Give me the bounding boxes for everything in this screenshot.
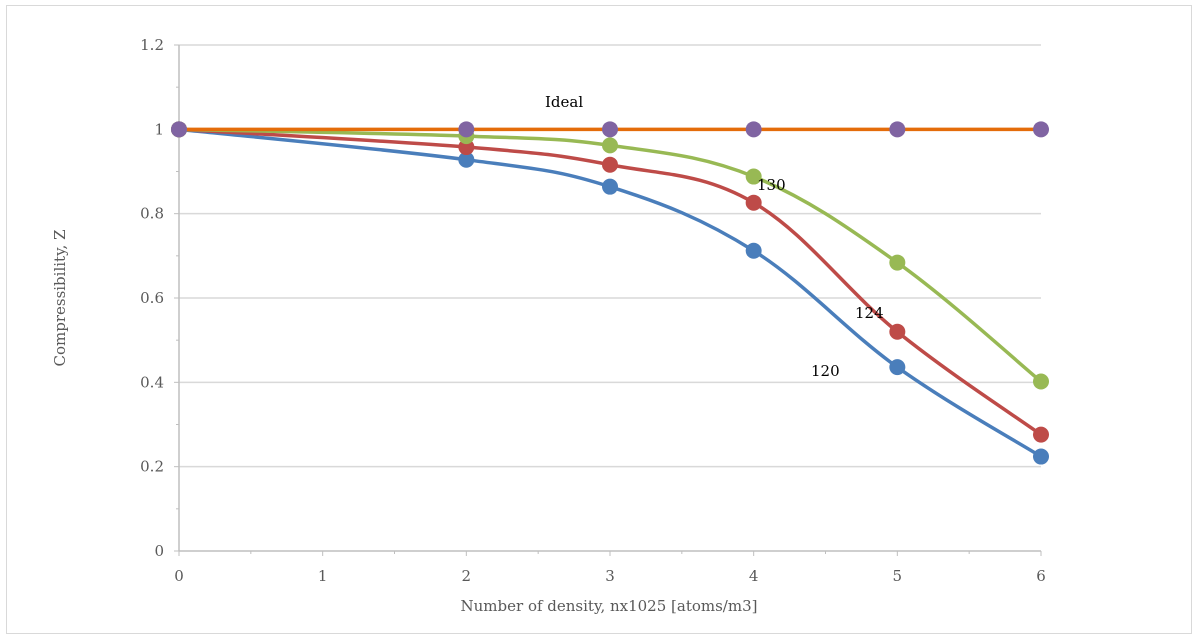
data-point-ideal: [171, 121, 187, 138]
x-tick-label: 3: [605, 567, 615, 585]
y-tick-label: 0.2: [140, 458, 164, 476]
data-point-130: [602, 137, 618, 154]
y-tick-label: 1.2: [140, 36, 164, 54]
series-lines: [177, 127, 1043, 459]
series-markers: [171, 121, 1049, 465]
annotation-ideal: Ideal: [545, 93, 583, 111]
y-tick-label: 0: [154, 542, 164, 560]
data-point-120: [1033, 448, 1049, 465]
x-tick-label: 6: [1036, 567, 1046, 585]
data-point-ideal: [745, 121, 762, 138]
data-point-130: [1033, 373, 1049, 390]
data-point-130: [889, 254, 906, 271]
data-point-124: [602, 156, 618, 173]
data-point-120: [458, 151, 475, 168]
y-tick-label: 0.6: [140, 289, 164, 307]
x-tick-label: 2: [462, 567, 472, 585]
data-point-120: [745, 242, 762, 259]
axes: [174, 44, 1042, 556]
annotation-124: 124: [855, 304, 884, 322]
y-axis-title: Compressibility, Z: [51, 229, 69, 366]
x-tick-label: 4: [749, 567, 759, 585]
data-point-ideal: [458, 121, 475, 138]
data-point-120: [889, 359, 906, 376]
data-point-124: [1033, 426, 1049, 443]
annotation-120: 120: [811, 362, 840, 380]
data-point-ideal: [1033, 121, 1049, 138]
series-line-130: [177, 127, 1043, 384]
y-tick-label: 0.4: [140, 373, 164, 391]
data-point-ideal: [602, 121, 618, 138]
data-point-124: [745, 194, 762, 211]
x-tick-label: 0: [174, 567, 184, 585]
chart-frame: [6, 5, 1192, 634]
y-tick-label: 1: [154, 120, 164, 138]
data-point-ideal: [889, 121, 906, 138]
annotation-130: 130: [757, 176, 786, 194]
tick-labels: 0 0.2 0.4 0.6 0.8 1 1.2 0 1 2 3 4 5 6: [140, 36, 1046, 585]
x-tick-label: 5: [893, 567, 903, 585]
series-line-124: [177, 127, 1043, 437]
data-point-124: [458, 139, 475, 156]
x-tick-label: 1: [318, 567, 328, 585]
y-tick-label: 0.8: [140, 205, 164, 223]
series-line-120: [177, 127, 1043, 459]
grid-lines: [179, 44, 1041, 468]
x-axis-title: Number of density, nx1025 [atoms/m3]: [461, 597, 758, 615]
data-point-124: [889, 323, 906, 340]
data-point-130: [745, 168, 762, 185]
data-point-120: [602, 178, 618, 195]
